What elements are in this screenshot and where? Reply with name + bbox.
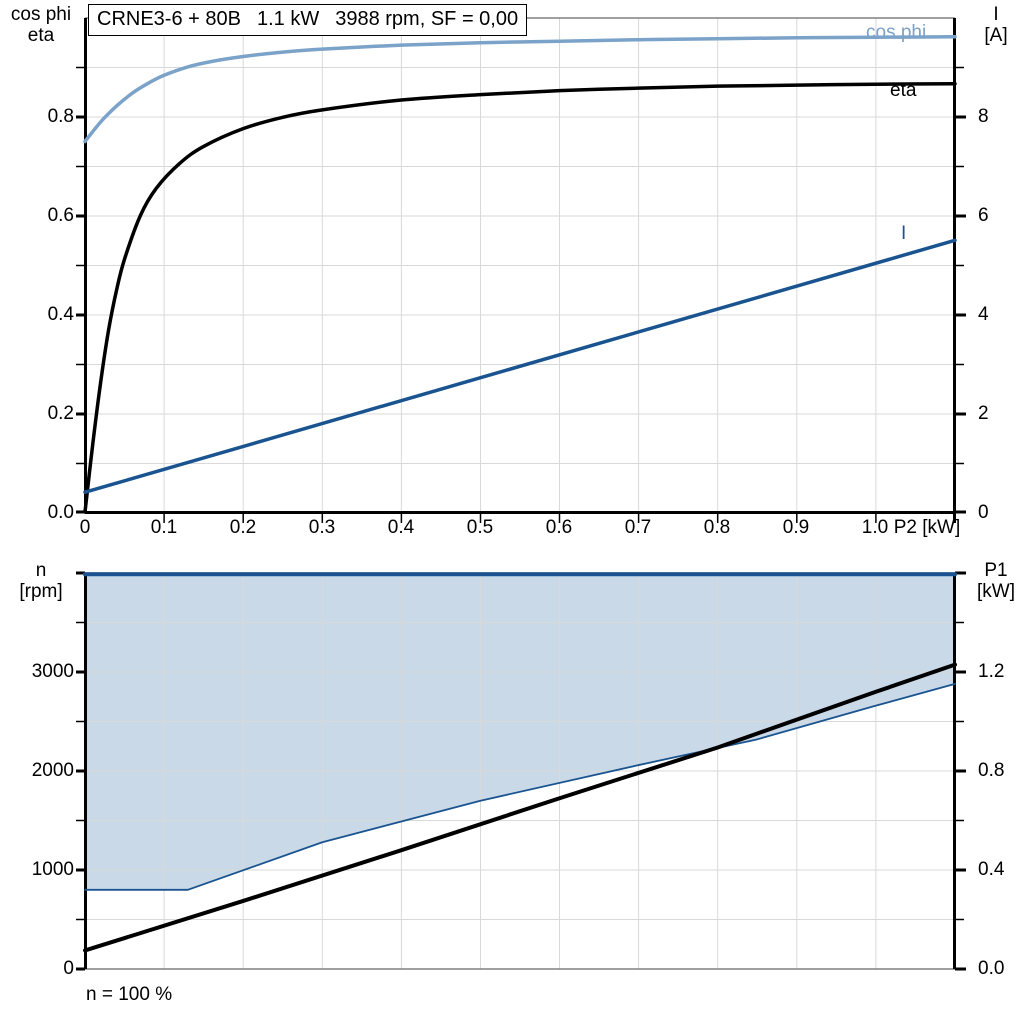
series-p1 <box>83 662 957 953</box>
top-x-axis <box>85 511 956 523</box>
top-right-axis <box>953 18 966 514</box>
title-speed: 3988 rpm, SF = 0,00 <box>335 8 519 30</box>
top-left-tick-2: 0.4 <box>47 304 74 325</box>
top-right-tick-1: 2 <box>978 403 989 424</box>
series-i <box>83 238 957 494</box>
top-x-tick-5: 0.5 <box>466 517 494 538</box>
bottom-left-tick-2: 2000 <box>31 760 74 781</box>
top-x-tick-0: 0 <box>79 517 91 538</box>
top-x-tick-8: 0.8 <box>703 517 731 538</box>
top-chart-panel: cos phi eta I [A] 0.0 0.2 0.4 0.6 0.8 0 … <box>10 4 1008 538</box>
series-cos-phi <box>83 35 957 144</box>
top-x-tick-9: 0.9 <box>782 517 810 538</box>
top-left-axis-title-2: eta <box>27 25 55 46</box>
title-power: 1.1 kW <box>256 8 320 30</box>
bottom-series-group <box>83 572 957 953</box>
bottom-right-tick-3: 1.2 <box>978 661 1005 682</box>
top-x-tick-6: 0.6 <box>545 517 573 538</box>
top-left-tick-4: 0.8 <box>47 106 74 127</box>
top-left-tick-1: 0.2 <box>47 403 74 424</box>
top-right-tick-4: 8 <box>978 106 989 127</box>
top-x-tick-7: 0.7 <box>624 517 652 538</box>
top-x-tick-3: 0.3 <box>308 517 336 538</box>
bottom-left-tick-1: 1000 <box>31 859 74 880</box>
top-right-axis-title-2: [A] <box>984 25 1008 46</box>
top-left-tick-0: 0.0 <box>47 502 74 523</box>
top-gridlines <box>85 17 955 513</box>
bottom-band-group <box>85 574 955 890</box>
top-left-axis <box>76 18 87 514</box>
label-current: I <box>901 223 907 244</box>
top-right-tick-3: 6 <box>978 205 989 226</box>
top-left-tick-3: 0.6 <box>47 205 74 226</box>
series-n-lower <box>84 682 956 891</box>
top-x-tick-4: 0.4 <box>387 517 415 538</box>
top-x-tick-1: 0.1 <box>150 517 178 538</box>
speed-range-band <box>85 574 955 890</box>
bottom-right-tick-0: 0.0 <box>978 958 1005 979</box>
top-x-tick-10: 1.0 <box>861 517 889 538</box>
top-x-axis-title: P2 [kW] <box>893 517 961 538</box>
top-right-tick-2: 4 <box>978 304 989 325</box>
bottom-left-tick-3: 3000 <box>31 661 74 682</box>
bottom-chart-svg <box>76 571 966 971</box>
series-eta <box>83 81 957 514</box>
bottom-chart-panel: n [rpm] P1 [kW] 0 1000 2000 3000 0.0 0.4… <box>0 540 1024 1024</box>
bottom-left-axis-title-1: n <box>35 560 47 581</box>
bottom-right-axis <box>953 571 966 971</box>
bottom-right-axis-title-2: [kW] <box>977 581 1015 602</box>
top-x-tick-2: 0.2 <box>229 517 257 538</box>
bottom-footnote: n = 100 % <box>86 984 173 1005</box>
top-left-axis-title-1: cos phi <box>10 4 72 25</box>
bottom-right-tick-1: 0.4 <box>978 859 1005 880</box>
title-model: CRNE3-6 + 80B <box>97 8 241 30</box>
bottom-left-tick-0: 0 <box>63 958 74 979</box>
bottom-right-axis-title-1: P1 <box>984 560 1008 581</box>
bottom-right-tick-2: 0.8 <box>978 760 1005 781</box>
chart-title-box: CRNE3-6 + 80B 1.1 kW 3988 rpm, SF = 0,00 <box>88 4 528 36</box>
bottom-left-axis <box>76 571 87 971</box>
top-right-tick-0: 0 <box>978 502 989 523</box>
top-right-axis-title-1: I <box>993 4 999 25</box>
top-chart-svg <box>76 17 966 523</box>
bottom-left-axis-title-2: [rpm] <box>19 581 63 602</box>
bottom-gridlines <box>85 572 955 970</box>
top-series-group <box>83 35 957 514</box>
